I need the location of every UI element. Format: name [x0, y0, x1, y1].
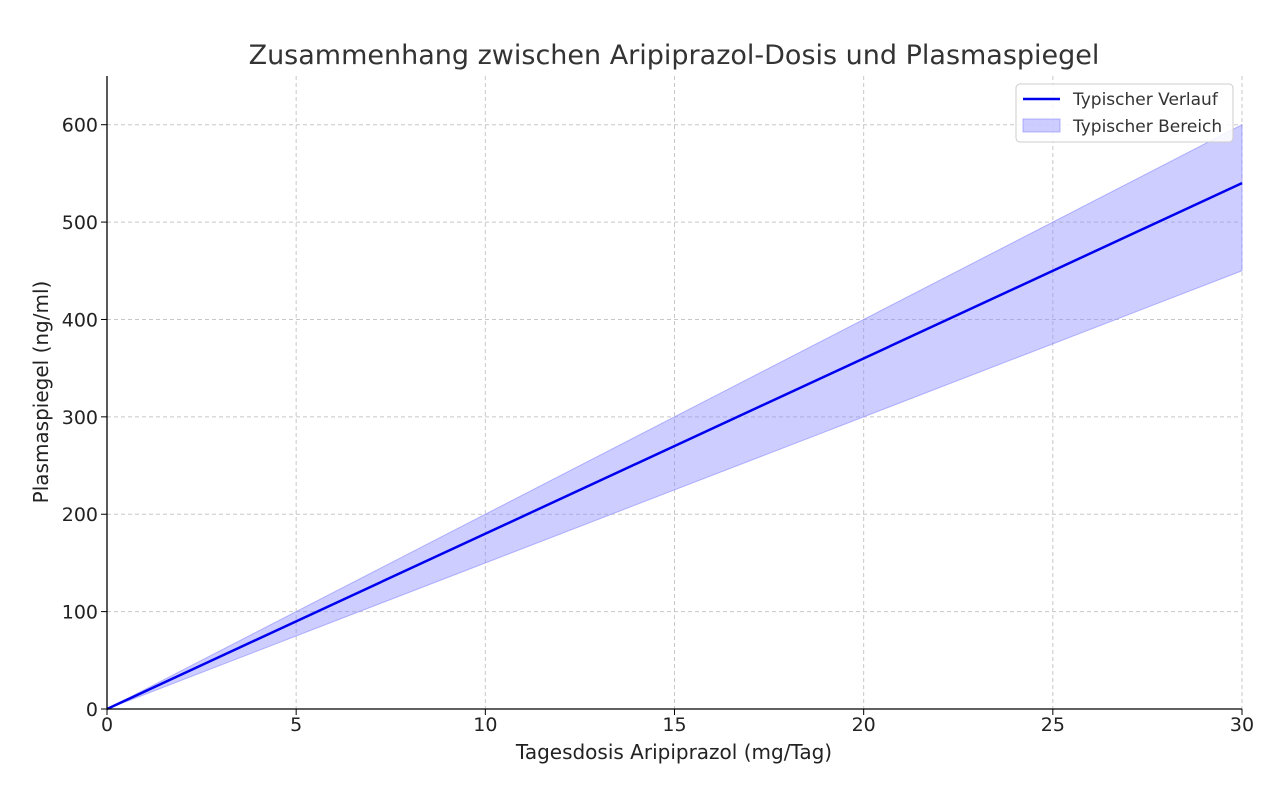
legend: Typischer Verlauf Typischer Bereich	[1015, 83, 1234, 143]
y-tick-label: 600	[62, 115, 98, 137]
x-tick-label: 10	[473, 714, 497, 736]
y-tick-label: 300	[62, 407, 98, 429]
legend-box	[1015, 83, 1234, 143]
y-tick-label: 200	[62, 504, 98, 526]
range-band	[106, 123, 1243, 710]
legend-label-band: Typischer Bereich	[1072, 117, 1222, 137]
x-tick-label: 15	[662, 714, 686, 736]
series-line	[106, 181, 1243, 711]
legend-label-line: Typischer Verlauf	[1072, 90, 1219, 110]
x-tick-label: 25	[1041, 714, 1065, 736]
x-axis-label: Tagesdosis Aripiprazol (mg/Tag)	[515, 740, 832, 764]
x-tick-label: 30	[1230, 714, 1254, 736]
y-tick-label: 100	[62, 602, 98, 624]
y-tick-label: 500	[62, 212, 98, 234]
x-tick-label: 5	[290, 714, 302, 736]
y-axis-label: Plasmaspiegel (ng/ml)	[29, 281, 53, 504]
x-tick-label: 0	[101, 714, 113, 736]
y-tick-label: 400	[62, 309, 98, 331]
line-layer	[106, 181, 1243, 711]
y-tick-label: 0	[86, 699, 98, 721]
chart-title: Zusammenhang zwischen Aripiprazol-Dosis …	[249, 40, 1100, 71]
x-tick-label: 20	[852, 714, 876, 736]
legend-band-swatch	[1022, 118, 1061, 133]
band-layer	[106, 123, 1243, 710]
grid	[107, 76, 1243, 709]
